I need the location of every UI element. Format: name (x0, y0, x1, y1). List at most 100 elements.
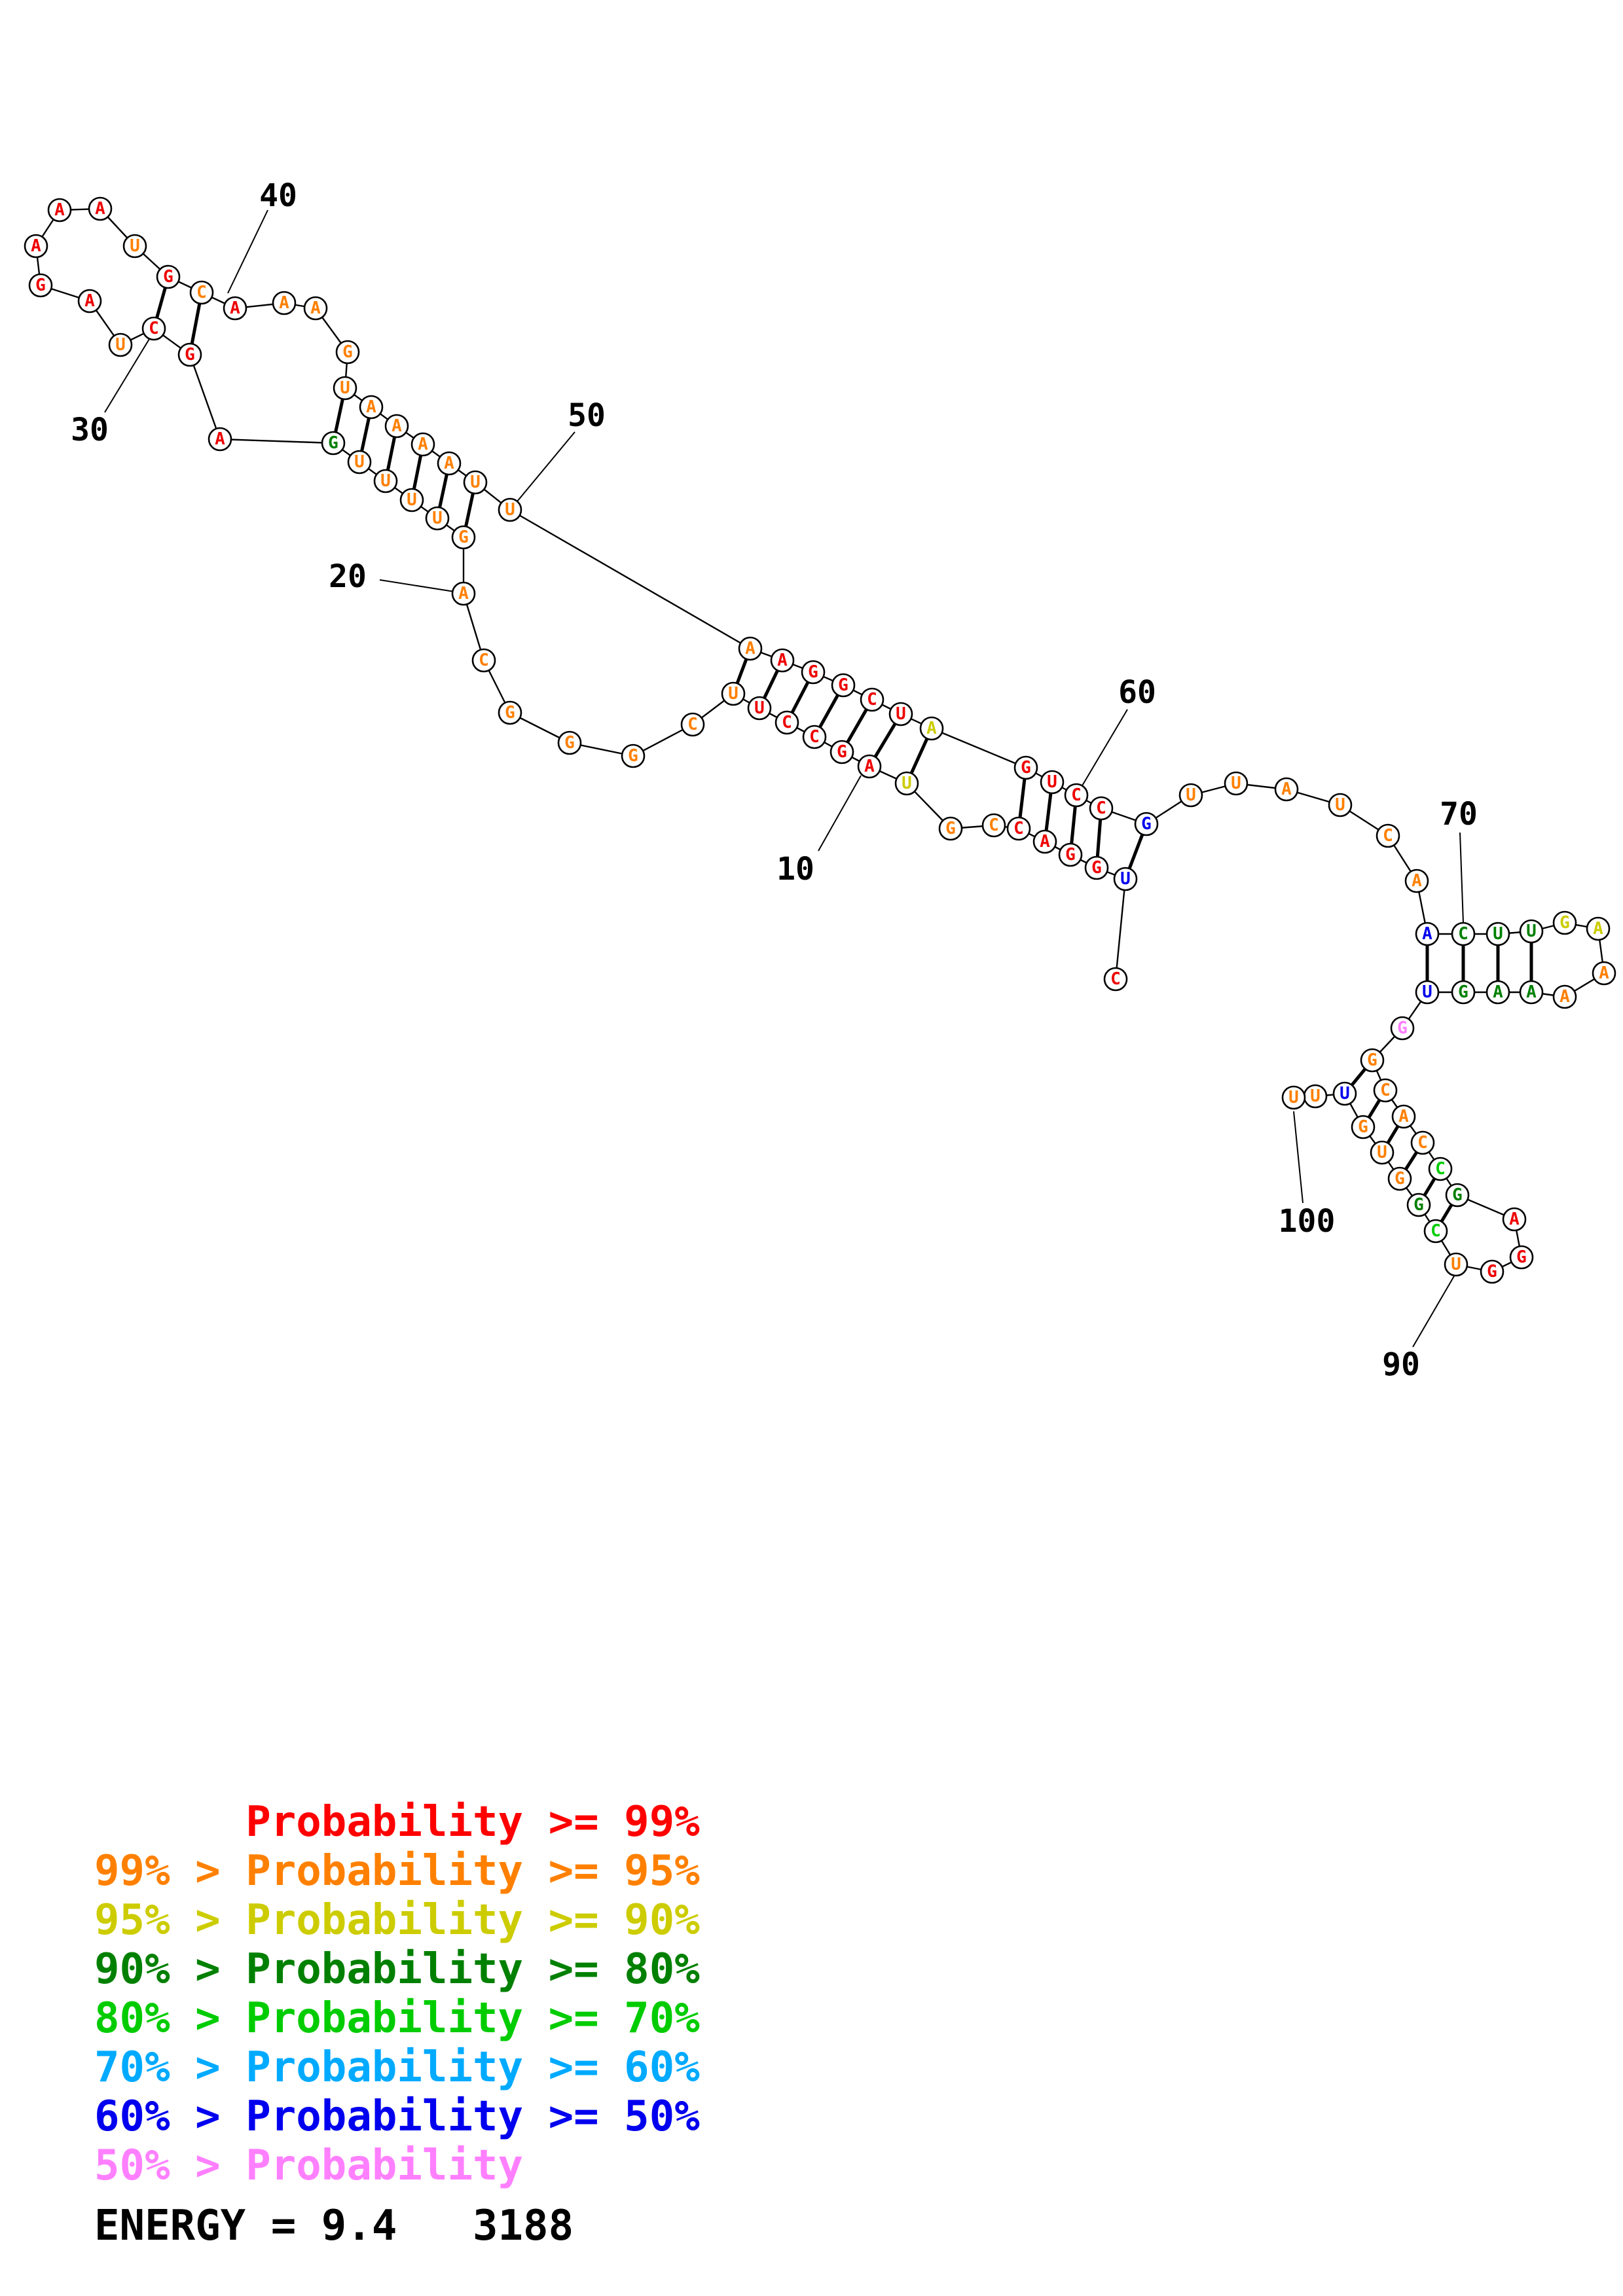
label-leader-line (227, 209, 268, 294)
label-leader-line (1293, 1111, 1304, 1204)
nucleotide-letter: G (945, 819, 956, 838)
nucleotide-circle (1113, 867, 1138, 891)
nucleotide-circle (1089, 796, 1114, 821)
nucleotide-circle (938, 816, 963, 841)
nucleotide-circle (1332, 1081, 1357, 1106)
nucleotide-letter: C (782, 713, 792, 732)
nucleotide-letter: G (163, 267, 173, 287)
nucleotide-circle (831, 673, 856, 698)
nucleotide-letter: G (505, 703, 515, 723)
nucleotide-circle (1519, 919, 1544, 944)
nucleotide-letter: A (418, 435, 428, 454)
nucleotide-letter: A (1593, 919, 1603, 939)
nucleotide-letter: C (989, 816, 999, 835)
nucleotide-letter: U (1377, 1143, 1387, 1162)
backbone-segment (219, 438, 334, 444)
nucleotide-letter: A (926, 719, 937, 738)
legend-item: 90% > Probability >= 80% (94, 1945, 700, 1994)
nucleotide-letter: U (728, 684, 739, 704)
nucleotide-letter: G (1487, 1262, 1497, 1282)
position-label: 60 (1118, 674, 1156, 711)
nucleotide-circle (108, 332, 133, 357)
nucleotide-circle (208, 427, 232, 452)
nucleotide-letter: A (54, 200, 65, 220)
nucleotide-circle (1064, 783, 1089, 808)
legend-item: 80% > Probability >= 70% (94, 1994, 700, 2043)
legend-item: 60% > Probability >= 50% (94, 2092, 700, 2141)
nucleotide-letter: C (1431, 1221, 1441, 1241)
nucleotide-letter: C (149, 319, 159, 338)
nucleotide-circle (1552, 910, 1577, 935)
position-label: 70 (1440, 796, 1478, 833)
nucleotide-circle (1451, 922, 1476, 946)
nucleotide-circle (451, 581, 476, 606)
nucleotide-circle (1423, 1219, 1448, 1244)
nucleotide-circle (1486, 980, 1510, 1005)
nucleotide-circle (860, 687, 884, 712)
nucleotide-letter: C (1417, 1133, 1428, 1153)
nucleotide-letter: C (1071, 785, 1082, 805)
nucleotide-letter: U (754, 698, 765, 718)
nucleotide-letter: G (1516, 1247, 1527, 1267)
nucleotide-letter: C (1013, 819, 1024, 838)
nucleotide-circle (981, 813, 1006, 838)
nucleotide-circle (1040, 770, 1065, 795)
nucleotide-circle (272, 291, 297, 315)
nucleotide-circle (747, 696, 772, 721)
nucleotide-circle (1404, 869, 1429, 893)
nucleotide-letter: C (1380, 1081, 1391, 1100)
label-leader-line (1412, 1274, 1455, 1348)
nucleotide-letter: U (1526, 922, 1537, 941)
label-leader-line (818, 775, 862, 852)
nucleotide-letter: U (1186, 785, 1196, 805)
nucleotide-letter: A (1422, 924, 1432, 944)
nucleotide-circle (1519, 980, 1544, 1005)
nucleotide-letter: A (1599, 963, 1609, 983)
nucleotide-letter: A (1526, 982, 1537, 1002)
nucleotide-letter: U (470, 473, 481, 492)
nucleotide-circle (189, 280, 214, 305)
nucleotide-circle (24, 234, 48, 259)
nucleotide-circle (801, 660, 826, 685)
nucleotide-circle (1006, 816, 1031, 841)
nucleotide-circle (1274, 777, 1299, 802)
nucleotide-circle (830, 740, 854, 764)
nucleotide-circle (1410, 1130, 1435, 1155)
nucleotide-circle (1032, 829, 1057, 854)
nucleotide-circle (471, 648, 496, 673)
nucleotide-circle (156, 264, 181, 289)
nucleotide-letter: C (1110, 969, 1121, 989)
nucleotide-circle (303, 296, 328, 321)
nucleotide-circle (557, 730, 582, 755)
nucleotide-letter: A (1559, 987, 1570, 1007)
nucleotide-letter: A (366, 397, 376, 417)
nucleotide-circle (1370, 1140, 1395, 1165)
nucleotide-letter: U (1288, 1088, 1299, 1107)
nucleotide-circle (359, 395, 384, 420)
nucleotide-letter: A (1398, 1107, 1409, 1126)
nucleotide-circle (425, 506, 450, 531)
nucleotide-letter: A (745, 639, 756, 658)
nucleotide-letter: A (864, 757, 875, 776)
legend-item: 70% > Probability >= 60% (94, 2043, 700, 2092)
nucleotide-circle (1428, 1157, 1453, 1181)
nucleotide-letter: A (1412, 871, 1422, 891)
nucleotide-circle (1084, 855, 1109, 880)
label-leader-line (1459, 832, 1464, 924)
nucleotide-circle (1445, 1183, 1470, 1208)
nucleotide-letter: A (95, 199, 105, 219)
nucleotide-circle (1328, 793, 1353, 817)
nucleotide-letter: C (1458, 924, 1468, 944)
nucleotide-letter: U (1231, 774, 1241, 793)
nucleotide-letter: G (1141, 814, 1152, 834)
nucleotide-letter: U (407, 490, 417, 510)
nucleotide-letter: G (458, 528, 469, 547)
nucleotide-circle (347, 450, 372, 475)
nucleotide-circle (333, 376, 357, 401)
nucleotide-letter: U (896, 704, 906, 724)
nucleotide-circle (1103, 967, 1128, 992)
nucleotide-letter: A (1493, 982, 1503, 1002)
nucleotide-circle (680, 712, 705, 737)
nucleotide-letter: A (31, 236, 41, 256)
